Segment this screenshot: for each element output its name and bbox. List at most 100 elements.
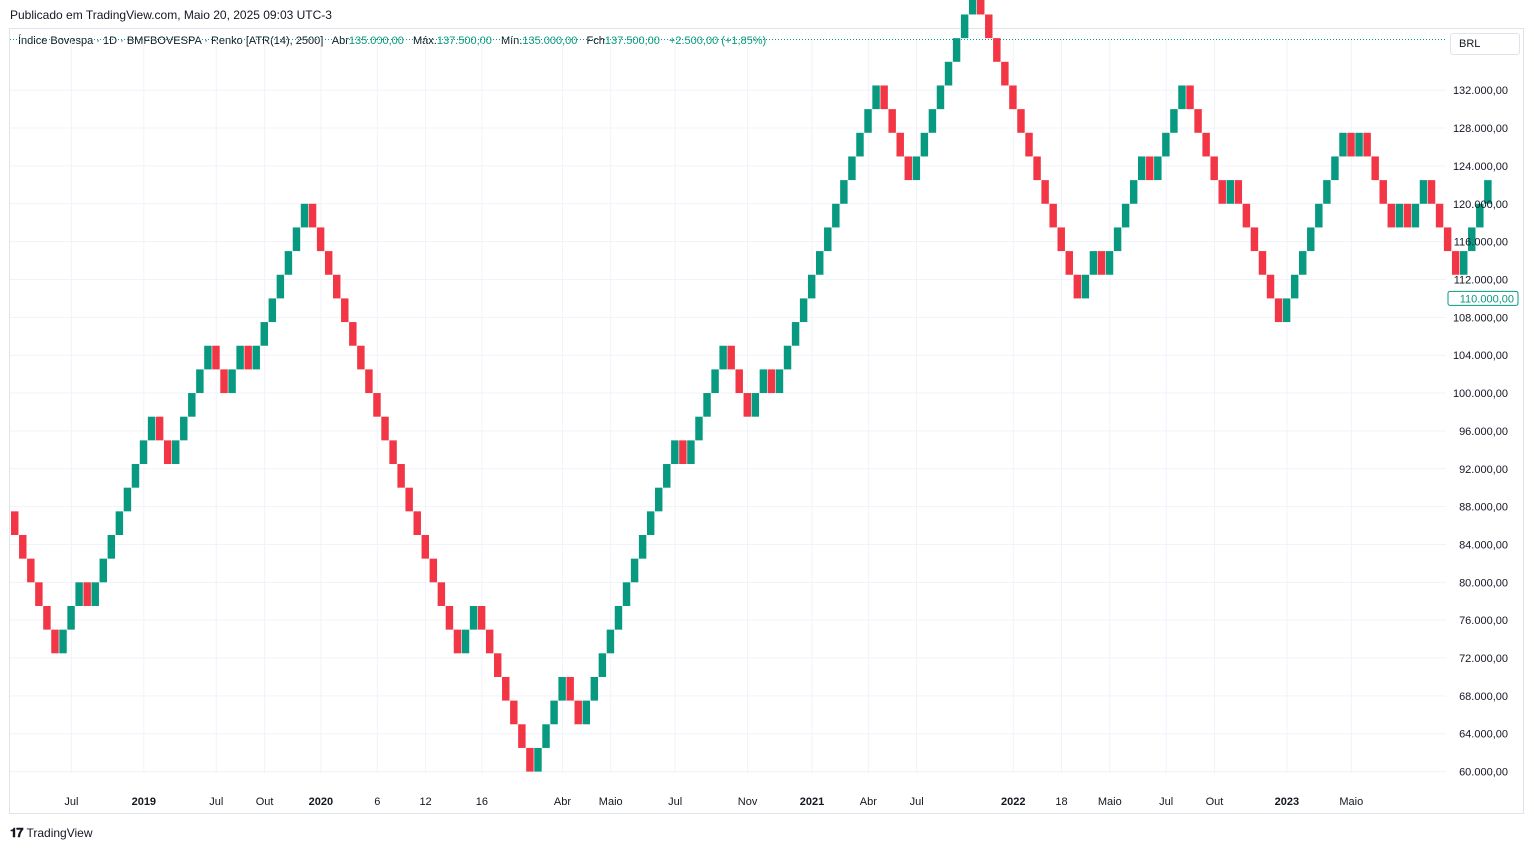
- y-tick-label: 72.000,00: [1459, 653, 1508, 665]
- y-tick-label: 100.000,00: [1453, 388, 1508, 400]
- renko-brick: [477, 605, 486, 630]
- renko-brick: [1049, 203, 1057, 228]
- renko-brick: [1355, 132, 1363, 157]
- renko-brick: [1001, 61, 1009, 86]
- renko-brick: [840, 180, 848, 204]
- tradingview-branding[interactable]: 𝟏𝟕 TradingView: [10, 825, 93, 841]
- renko-brick: [1323, 180, 1331, 204]
- renko-brick: [421, 535, 429, 559]
- renko-brick: [1290, 274, 1299, 299]
- renko-brick: [872, 85, 880, 110]
- chart-legend: Índice Bovespa · 1D · BMFBOVESPA · Renko…: [18, 35, 766, 47]
- renko-brick: [300, 203, 309, 228]
- renko-brick: [357, 345, 365, 370]
- renko-brick: [977, 0, 985, 15]
- renko-brick: [83, 582, 91, 606]
- renko-brick: [123, 487, 132, 512]
- renko-brick: [1170, 109, 1178, 133]
- renko-brick: [1403, 203, 1412, 228]
- x-tick-label: Maio: [1098, 796, 1122, 808]
- published-note: Publicado em TradingView.com, Maio 20, 2…: [10, 8, 332, 22]
- renko-brick: [775, 369, 784, 394]
- renko-brick: [43, 605, 51, 630]
- renko-brick: [1178, 85, 1186, 110]
- y-tick-label: 60.000,00: [1459, 767, 1508, 779]
- renko-brick: [1218, 180, 1226, 204]
- renko-brick: [252, 345, 260, 370]
- renko-brick: [1041, 180, 1049, 204]
- price-axis[interactable]: 60.000,00 64.000,00 68.000,00 72.000,00 76.0…: [1453, 85, 1508, 778]
- renko-brick: [107, 535, 116, 559]
- renko-brick: [155, 416, 164, 441]
- renko-brick: [333, 274, 341, 299]
- renko-brick: [1435, 203, 1444, 228]
- renko-brick: [1129, 180, 1138, 204]
- x-tick-label: 6: [374, 796, 380, 808]
- renko-brick: [196, 369, 204, 394]
- y-tick-label: 116.000,00: [1454, 237, 1508, 249]
- last-price-box: [1447, 290, 1519, 306]
- renko-brick: [1025, 132, 1033, 157]
- legend-open-value: 135.000,00: [348, 35, 404, 47]
- renko-brick: [558, 676, 566, 701]
- currency-button[interactable]: BRL: [1450, 33, 1520, 55]
- renko-brick: [663, 464, 671, 488]
- renko-brick: [703, 393, 711, 417]
- y-tick-label: 104.000,00: [1453, 350, 1508, 362]
- renko-brick: [944, 61, 953, 86]
- legend-symbol[interactable]: Índice Bovespa · 1D · BMFBOVESPA · Renko…: [18, 35, 324, 47]
- renko-brick: [751, 393, 760, 417]
- renko-brick: [1339, 132, 1347, 157]
- renko-brick: [1427, 180, 1436, 204]
- renko-brick: [542, 724, 550, 748]
- renko-brick: [163, 440, 172, 465]
- renko-brick: [236, 345, 244, 370]
- renko-brick: [1282, 298, 1291, 323]
- renko-brick: [1266, 274, 1275, 299]
- renko-brick: [35, 582, 43, 606]
- renko-brick: [59, 629, 67, 654]
- renko-brick: [91, 582, 99, 606]
- renko-brick: [1234, 180, 1243, 204]
- x-tick-label: Maio: [1339, 796, 1363, 808]
- x-tick-label: 2023: [1275, 796, 1299, 808]
- renko-brick: [341, 298, 349, 323]
- renko-brick: [349, 322, 357, 346]
- time-axis[interactable]: Jul 2019 Jul Out 2020 6 12 16 Abr Maio Jul Nov 2021 A…: [64, 796, 1363, 808]
- renko-brick: [622, 582, 631, 606]
- renko-brick: [1105, 251, 1114, 275]
- y-tick-label: 76.000,00: [1459, 615, 1508, 627]
- renko-brick: [598, 653, 607, 677]
- renko-brick: [1443, 227, 1452, 252]
- renko-brick: [638, 535, 647, 559]
- renko-brick: [574, 700, 582, 725]
- renko-brick: [993, 38, 1001, 62]
- renko-brick: [1347, 132, 1355, 157]
- renko-brick: [188, 393, 196, 417]
- renko-brick: [308, 203, 317, 228]
- renko-brick: [896, 132, 904, 157]
- renko-brick: [783, 345, 792, 370]
- legend-close-value: 137.500,00: [604, 35, 660, 47]
- renko-brick: [719, 345, 727, 370]
- y-tick-label: 64.000,00: [1459, 729, 1508, 741]
- renko-brick: [172, 440, 180, 465]
- renko-brick: [1097, 251, 1106, 275]
- renko-brick: [904, 156, 912, 181]
- y-tick-label: 132.000,00: [1453, 85, 1508, 97]
- y-tick-label: 96.000,00: [1459, 426, 1508, 438]
- renko-brick: [510, 700, 518, 725]
- renko-brick: [1089, 251, 1098, 275]
- renko-brick: [1146, 156, 1154, 181]
- x-tick-label: 16: [476, 796, 488, 808]
- x-tick-label: 2019: [132, 796, 156, 808]
- renko-brick: [1363, 132, 1371, 157]
- y-tick-label: 112.000,00: [1454, 274, 1508, 286]
- renko-brick: [1395, 203, 1404, 228]
- renko-brick: [1258, 251, 1267, 275]
- legend-change: +2.500,00 (+1,85%): [668, 35, 767, 47]
- legend-low-label: Mín.: [500, 35, 523, 47]
- renko-brick: [147, 416, 156, 441]
- renko-brick: [960, 14, 969, 39]
